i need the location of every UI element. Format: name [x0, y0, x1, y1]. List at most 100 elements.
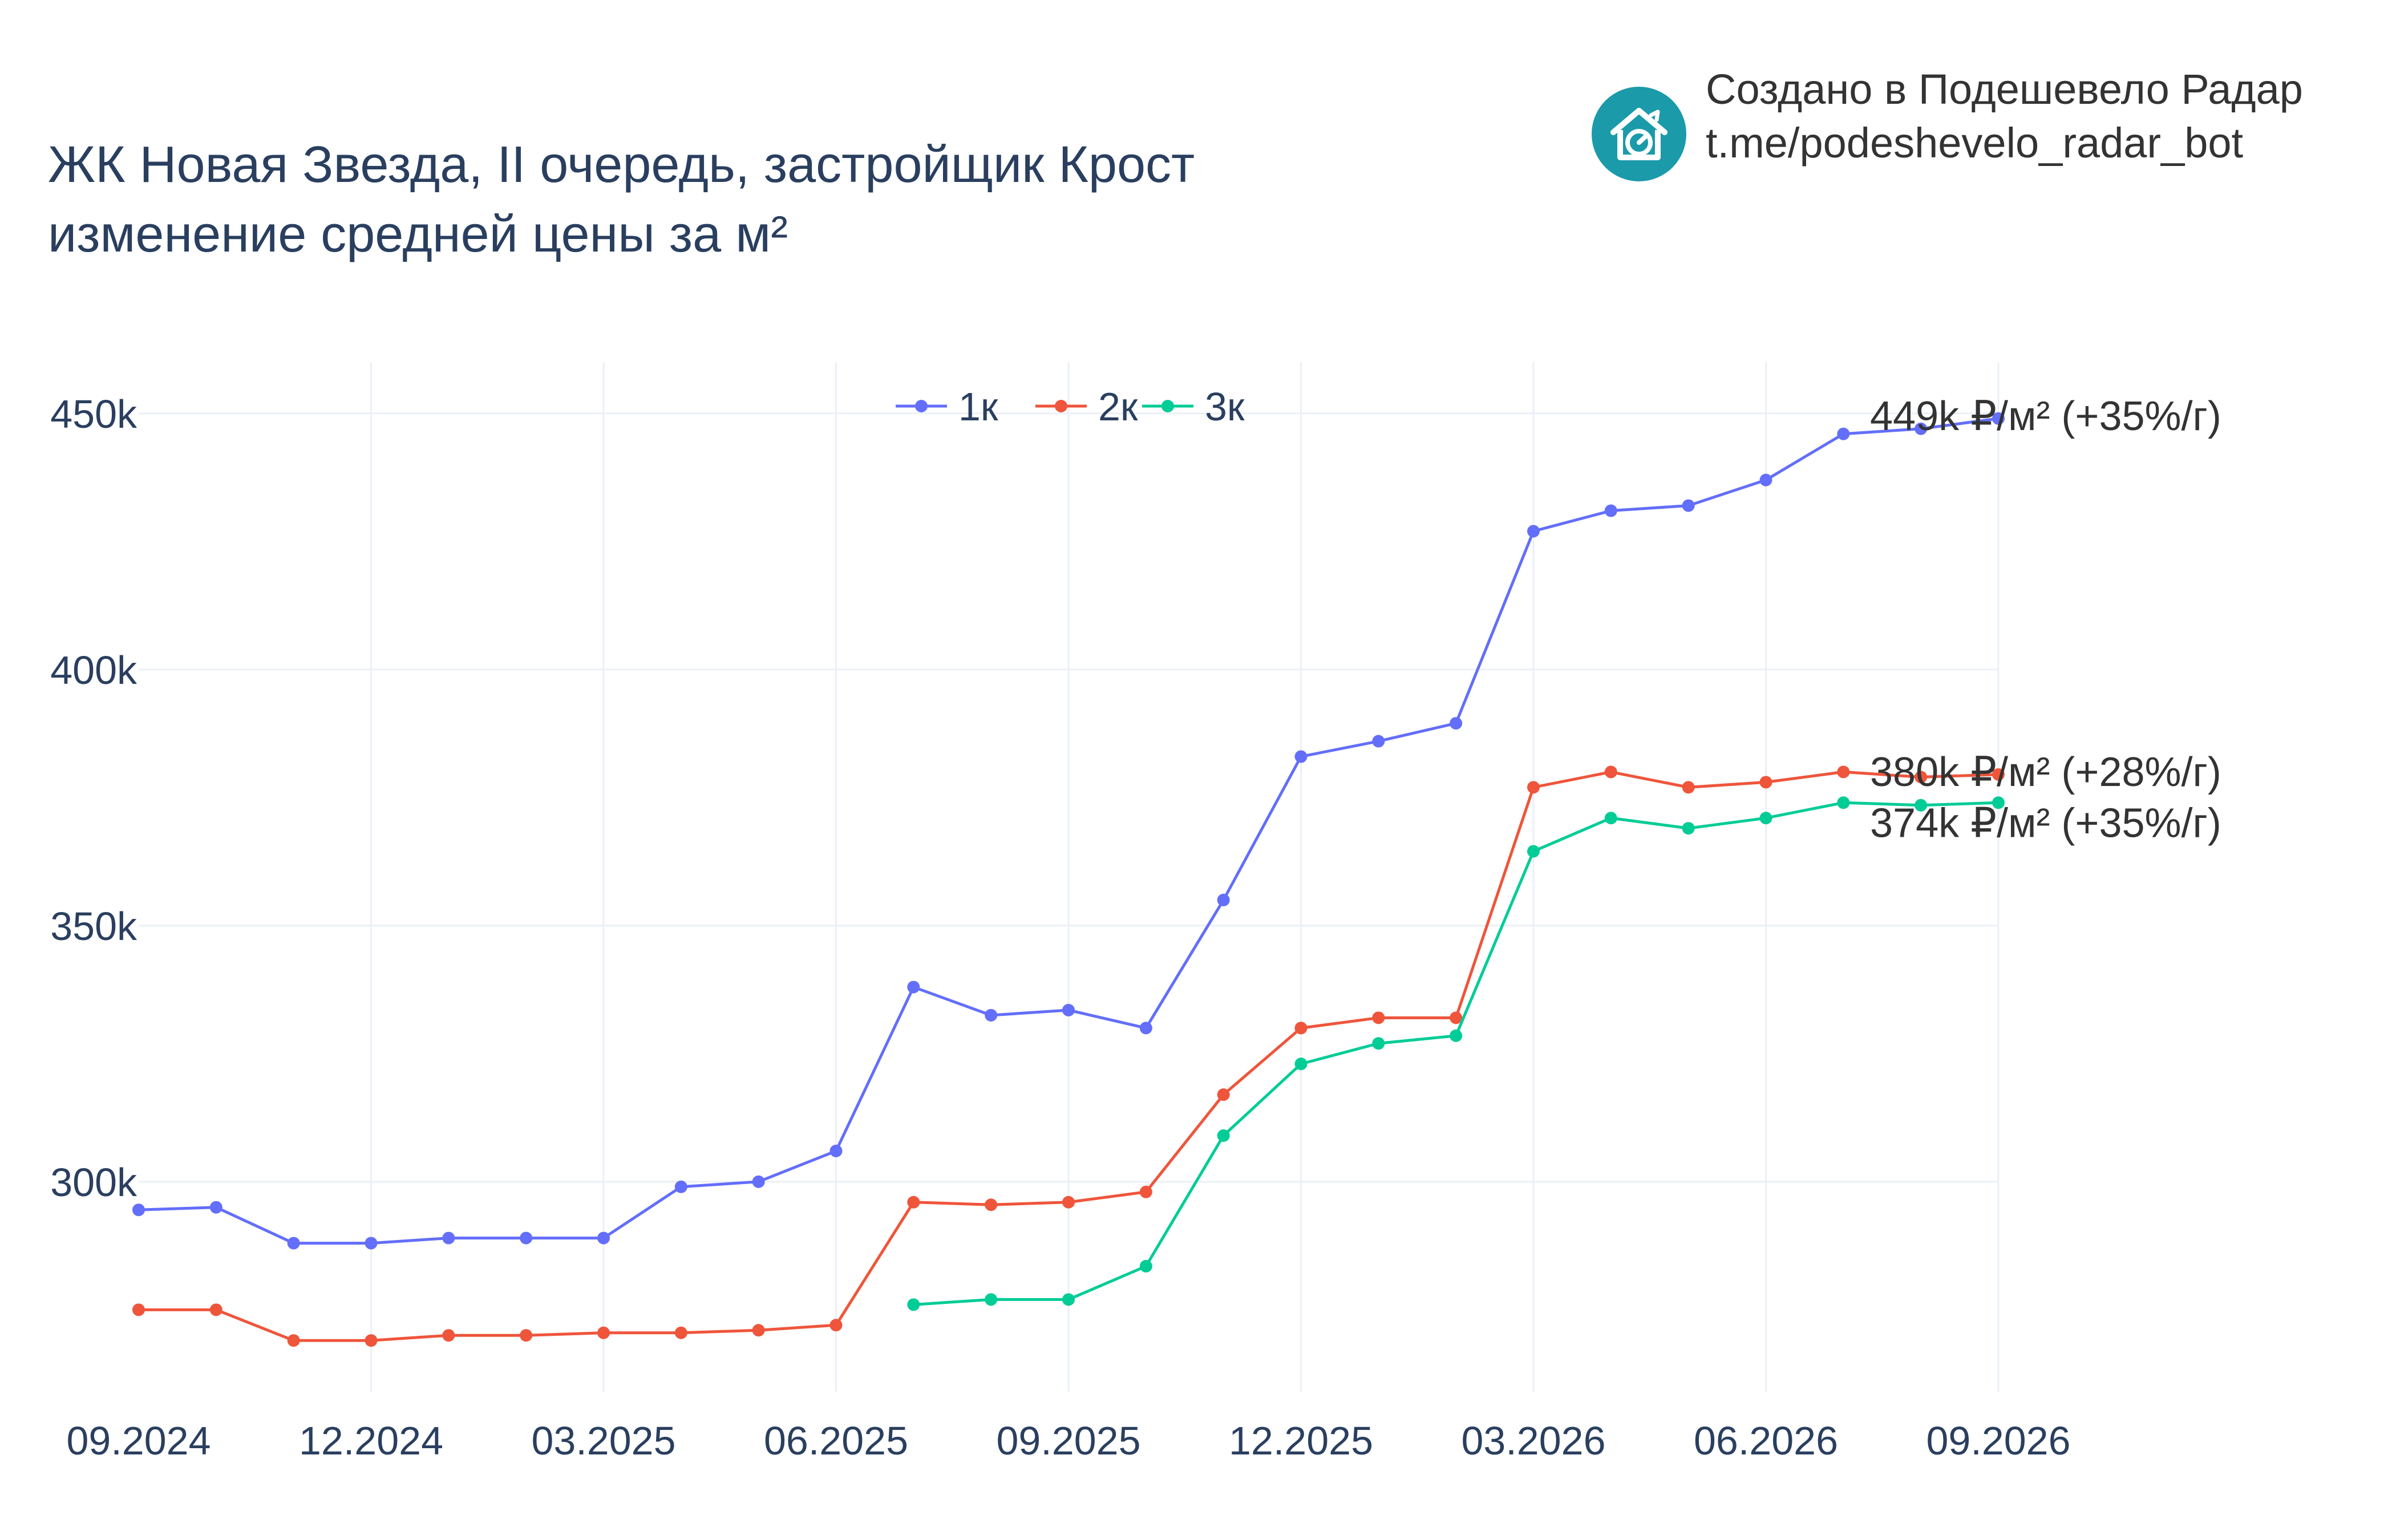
data-point	[1139, 1185, 1152, 1198]
data-point	[287, 1237, 300, 1250]
data-point	[1372, 1011, 1385, 1024]
data-point	[1450, 1029, 1463, 1042]
chart-title: ЖК Новая Звезда, II очередь, застройщик …	[48, 130, 1195, 269]
data-point	[1062, 1195, 1075, 1209]
data-point	[209, 1201, 222, 1214]
data-point	[1450, 1011, 1463, 1024]
data-point	[132, 1203, 145, 1217]
y-axis: 300k 350k 400k 450k	[50, 392, 137, 1205]
x-tick-label: 12.2024	[299, 1419, 443, 1463]
legend[interactable]: 1к 2к 3к	[896, 384, 1245, 429]
data-point	[209, 1303, 222, 1316]
data-point	[1294, 1022, 1308, 1035]
brand-block[interactable]: Создано в Подешевело Радар t.me/podeshev…	[1592, 63, 2333, 188]
x-tick-label: 09.2026	[1926, 1419, 2070, 1463]
data-point	[1527, 845, 1540, 858]
legend-label: 1к	[958, 384, 998, 429]
legend-item-3[interactable]: 3к	[1142, 384, 1245, 429]
data-point	[674, 1180, 687, 1193]
data-point	[1915, 799, 1928, 812]
data-point	[907, 980, 920, 994]
data-point	[1604, 812, 1617, 825]
data-point	[1139, 1259, 1152, 1272]
data-point	[365, 1237, 378, 1250]
end-value-label: 380k ₽/м² (+28%/г)	[1870, 749, 2221, 795]
data-point	[1837, 796, 1850, 809]
legend-swatch-marker	[915, 400, 928, 412]
data-point	[1992, 796, 2005, 809]
data-point	[985, 1198, 998, 1211]
data-point	[365, 1334, 378, 1347]
end-labels: 449k ₽/м² (+35%/г) 380k ₽/м² (+28%/г) 374k…	[1870, 394, 2221, 846]
brand-name: Создано в Подешевело Радар	[1706, 66, 2303, 113]
series-3	[907, 796, 2005, 1311]
x-tick-label: 03.2025	[531, 1419, 675, 1463]
data-point	[520, 1231, 533, 1245]
data-point	[1062, 1293, 1075, 1306]
y-tick-label: 350k	[50, 904, 137, 949]
data-point	[985, 1293, 998, 1306]
series-1	[132, 412, 2005, 1250]
y-tick-label: 450k	[50, 392, 137, 436]
data-point	[1759, 812, 1772, 825]
legend-swatch-marker	[1161, 400, 1174, 412]
x-axis: 09.2024 12.2024 03.2025 06.2025 09.2025 12.20…	[66, 1419, 2070, 1463]
data-point	[597, 1326, 610, 1339]
data-point	[907, 1298, 920, 1311]
y-tick-label: 400k	[50, 648, 137, 692]
data-point	[1450, 717, 1463, 730]
data-point	[1682, 822, 1695, 835]
data-point	[1139, 1022, 1152, 1035]
x-tick-label: 09.2024	[66, 1419, 211, 1463]
x-tick-label: 12.2025	[1229, 1419, 1373, 1463]
brand-link[interactable]: t.me/podeshevelo_radar_bot	[1706, 119, 2244, 167]
data-point	[1759, 776, 1772, 789]
data-point	[1294, 750, 1308, 763]
data-point	[1915, 422, 1928, 435]
data-point	[829, 1319, 843, 1332]
data-point	[752, 1324, 765, 1337]
data-point	[1527, 781, 1540, 794]
data-point	[442, 1329, 455, 1342]
data-point	[1062, 1003, 1075, 1016]
data-point	[520, 1329, 533, 1342]
data-point	[1759, 473, 1772, 487]
legend-item-2[interactable]: 2к	[1035, 384, 1138, 429]
chart-subtitle: изменение средней цены за м²	[48, 206, 788, 263]
chart-title-line-1: ЖК Новая Звезда, II очередь, застройщик …	[48, 136, 1195, 193]
data-point	[132, 1303, 145, 1316]
data-point	[1992, 412, 2005, 425]
x-tick-label: 06.2025	[764, 1419, 908, 1463]
data-point	[1294, 1057, 1308, 1071]
data-point	[1217, 1088, 1230, 1101]
series-2	[132, 765, 2005, 1347]
data-point	[1604, 765, 1617, 779]
data-point	[907, 1195, 920, 1209]
data-point	[1217, 893, 1230, 906]
data-point	[442, 1231, 455, 1245]
data-point	[287, 1334, 300, 1347]
legend-item-1[interactable]: 1к	[896, 384, 998, 429]
end-value-label: 374k ₽/м² (+35%/г)	[1870, 800, 2221, 846]
legend-label: 2к	[1098, 384, 1138, 429]
data-point	[829, 1144, 843, 1157]
end-value-label: 449k ₽/м² (+35%/г)	[1870, 394, 2221, 439]
data-point	[1682, 781, 1695, 794]
data-point	[752, 1175, 765, 1188]
data-point	[674, 1326, 687, 1339]
data-point	[1604, 504, 1617, 517]
data-point	[1682, 499, 1695, 512]
series-lines	[132, 412, 2005, 1347]
x-tick-label: 06.2026	[1694, 1419, 1838, 1463]
data-point	[1837, 765, 1850, 779]
y-tick-label: 300k	[50, 1160, 137, 1205]
brand-text: Создано в Подешевело Радар t.me/podeshev…	[1706, 63, 2303, 170]
data-point	[1372, 1037, 1385, 1050]
data-point	[1372, 735, 1385, 748]
data-point	[1527, 525, 1540, 538]
data-point	[597, 1231, 610, 1245]
data-point	[985, 1008, 998, 1022]
data-point	[1837, 427, 1850, 440]
legend-swatch-marker	[1055, 400, 1067, 412]
x-tick-label: 09.2025	[996, 1419, 1140, 1463]
